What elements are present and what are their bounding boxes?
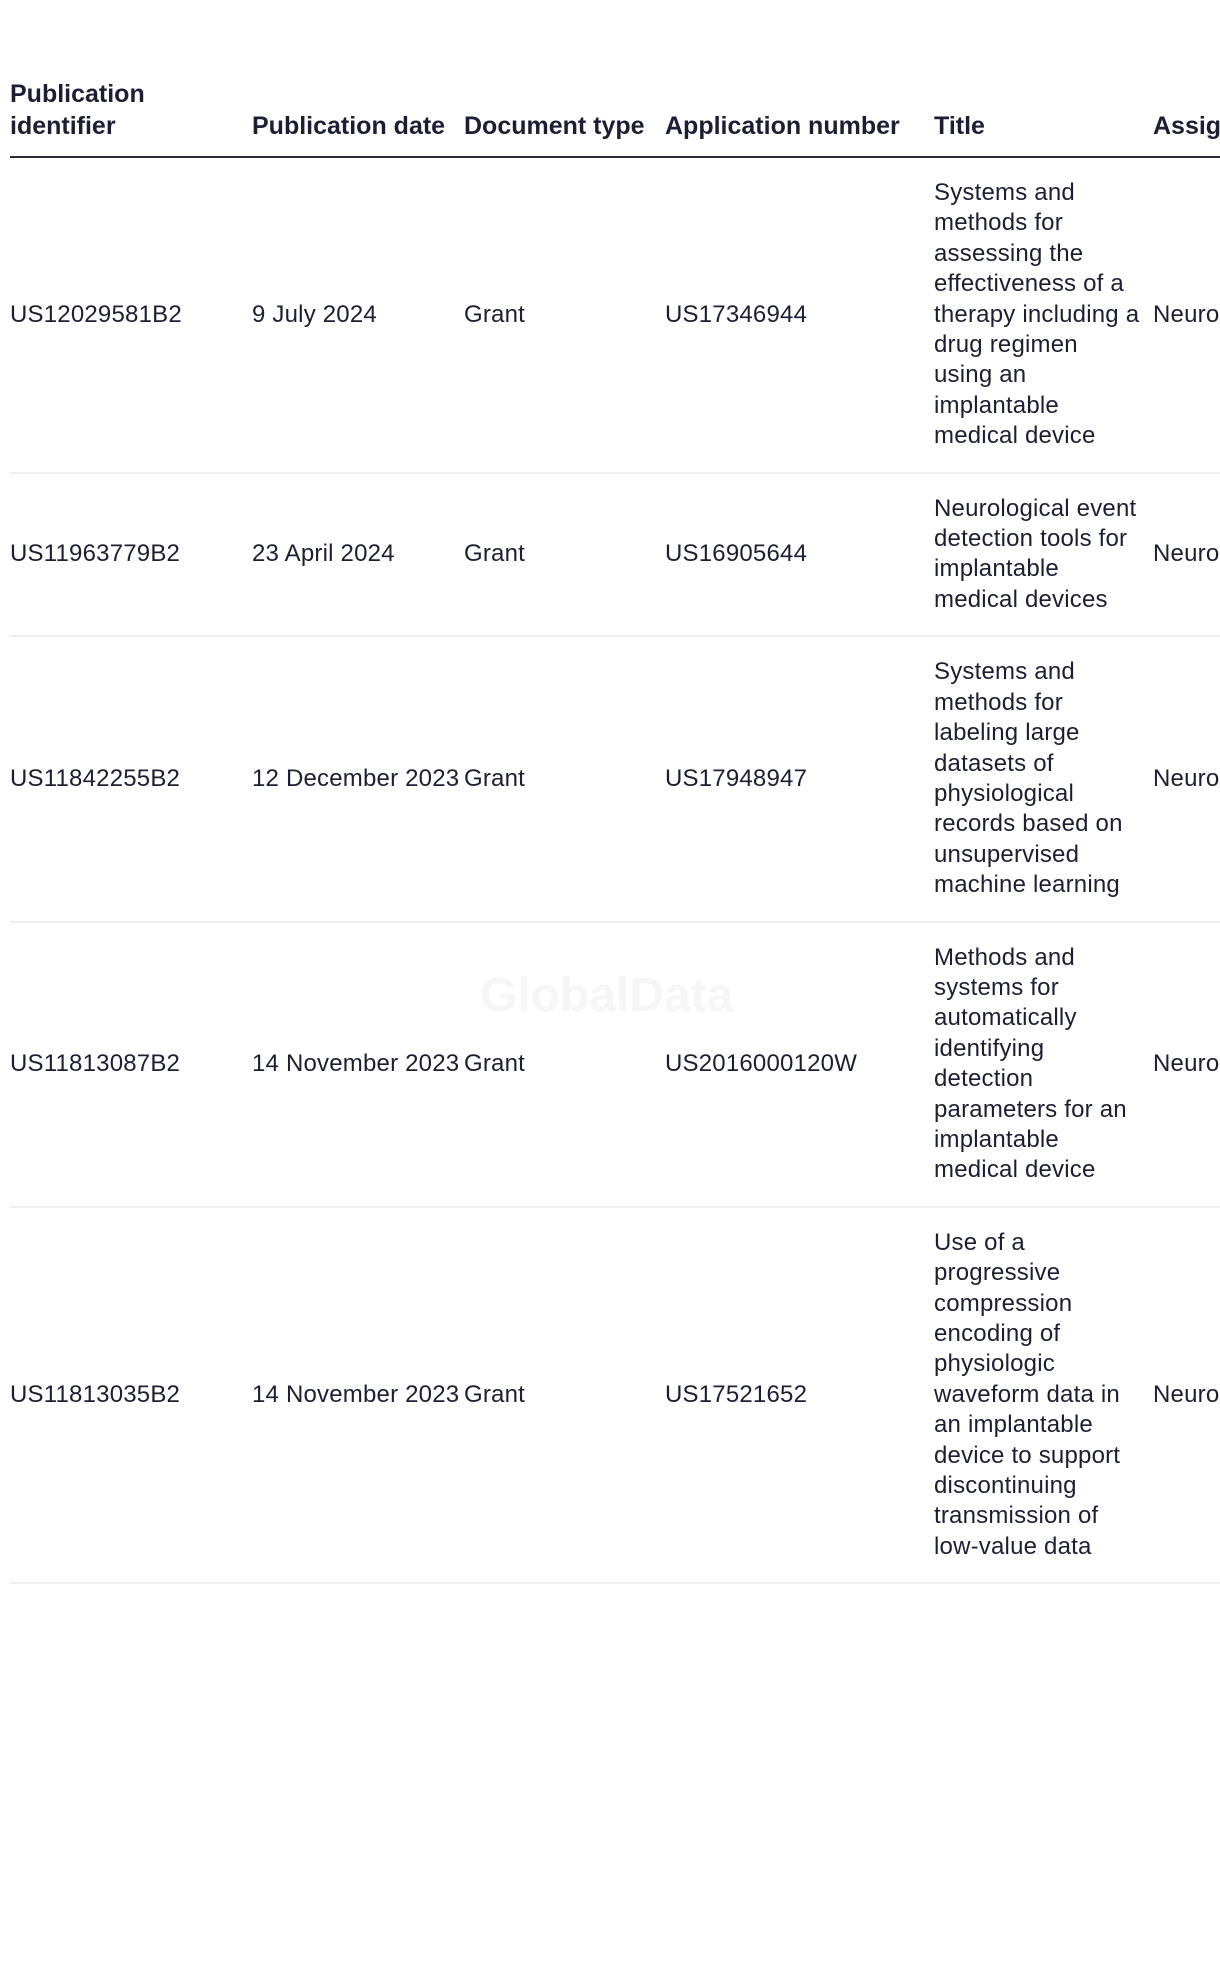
cell-application-number: US17948947 (665, 636, 934, 923)
cell-title: Use of a progressive compression encodin… (934, 1206, 1153, 1585)
cell-assignee: Neuro Inc (1153, 636, 1220, 923)
header-row: Publication identifier Publication date … (10, 78, 1220, 158)
cell-application-number: US17346944 (665, 157, 934, 474)
cell-document-type: Grant (464, 636, 665, 923)
table-row: US11963779B2 23 April 2024 Grant US16905644… (10, 472, 1220, 638)
header-application-number[interactable]: Application number (665, 78, 934, 158)
cell-publication-identifier: US11963779B2 (10, 472, 252, 638)
cell-publication-identifier: US11813035B2 (10, 1206, 252, 1585)
cell-application-number: US17521652 (665, 1206, 934, 1585)
table-row: US12029581B2 9 July 2024 Grant US17346944 Sy… (10, 157, 1220, 474)
cell-application-number: US2016000120W (665, 921, 934, 1208)
cell-publication-identifier: US11842255B2 (10, 636, 252, 923)
table-row: US11813087B2 14 November 2023 Grant US20160… (10, 921, 1220, 1208)
cell-publication-date: 14 November 2023 (252, 921, 464, 1208)
patent-table: Publication identifier Publication date … (10, 78, 1220, 1585)
patent-table-container: Publication identifier Publication date … (10, 0, 1220, 1585)
header-publication-date[interactable]: Publication date (252, 78, 464, 158)
cell-document-type: Grant (464, 921, 665, 1208)
cell-assignee: Neuro Inc (1153, 157, 1220, 474)
cell-publication-date: 14 November 2023 (252, 1206, 464, 1585)
cell-publication-date: 12 December 2023 (252, 636, 464, 923)
cell-title: Systems and methods for assessing the ef… (934, 157, 1153, 474)
cell-publication-date: 23 April 2024 (252, 472, 464, 638)
header-title[interactable]: Title (934, 78, 1153, 158)
cell-document-type: Grant (464, 157, 665, 474)
table-row: US11813035B2 14 November 2023 Grant US17521… (10, 1206, 1220, 1585)
cell-application-number: US16905644 (665, 472, 934, 638)
cell-title: Neurological event detection tools for i… (934, 472, 1153, 638)
cell-assignee: Neuro Inc (1153, 472, 1220, 638)
cell-assignee: Neuro Inc (1153, 1206, 1220, 1585)
cell-publication-identifier: US11813087B2 (10, 921, 252, 1208)
header-assignee[interactable]: Assignee (1153, 78, 1220, 158)
cell-publication-date: 9 July 2024 (252, 157, 464, 474)
cell-document-type: Grant (464, 472, 665, 638)
header-publication-identifier[interactable]: Publication identifier (10, 78, 252, 158)
cell-assignee: Neuro Inc (1153, 921, 1220, 1208)
cell-publication-identifier: US12029581B2 (10, 157, 252, 474)
table-row: US11842255B2 12 December 2023 Grant US17948… (10, 636, 1220, 923)
cell-document-type: Grant (464, 1206, 665, 1585)
cell-title: Systems and methods for labeling large d… (934, 636, 1153, 923)
cell-title: Methods and systems for automatically id… (934, 921, 1153, 1208)
header-document-type[interactable]: Document type (464, 78, 665, 158)
